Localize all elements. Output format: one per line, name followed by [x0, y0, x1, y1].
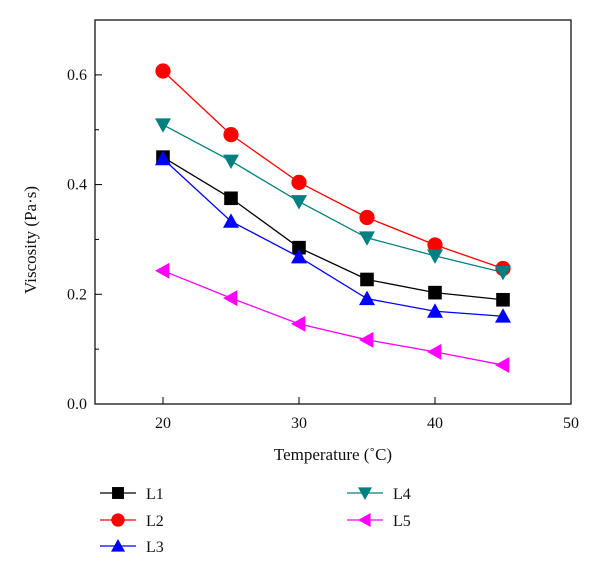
- legend-label: L2: [146, 513, 164, 530]
- series-line-L2: [162, 70, 504, 270]
- legend-item-L1: L1: [100, 486, 164, 503]
- series-L4: [155, 118, 511, 281]
- series-line-L1: [162, 156, 504, 301]
- data-point-L5: [155, 262, 170, 279]
- data-point-L4: [359, 231, 375, 246]
- series-L2: [155, 63, 511, 277]
- legend-label: L1: [146, 486, 164, 503]
- data-point-L1: [224, 191, 238, 206]
- x-tick-label: 30: [291, 415, 307, 432]
- data-point-L1: [496, 292, 510, 307]
- y-tick-label: 0.0: [67, 396, 87, 413]
- series-line-L4: [162, 124, 504, 273]
- data-point-L5: [291, 315, 306, 332]
- series-line-L3: [162, 158, 504, 317]
- data-point-L4: [495, 265, 511, 281]
- data-point-L3: [427, 303, 443, 318]
- legend-item-L4: L4: [347, 486, 411, 503]
- y-tick-label: 0.6: [67, 67, 87, 84]
- data-point-L1: [428, 285, 442, 300]
- data-point-L5: [427, 343, 442, 360]
- data-point-L3: [359, 290, 375, 306]
- data-point-L2: [291, 174, 307, 190]
- axes: 20 30 40 50 0.0 0.2 0.4 0.6: [67, 19, 579, 432]
- series-L3: [155, 150, 511, 323]
- y-tick-label: 0.4: [67, 177, 87, 194]
- data-point-L2: [359, 209, 375, 226]
- x-tick-label: 20: [155, 415, 171, 432]
- y-axis-label: Viscosity (Pa·s): [21, 186, 40, 294]
- legend-marker: [112, 487, 124, 499]
- data-point-L4: [223, 154, 239, 169]
- x-tick-label: 40: [427, 415, 443, 432]
- data-point-L1: [360, 272, 374, 287]
- data-point-L4: [155, 118, 171, 133]
- data-point-L2: [223, 127, 239, 143]
- legend-item-L3: L3: [100, 539, 164, 556]
- x-axis-label: Temperature (˚C): [274, 445, 392, 464]
- legend: L1 L2 L3 L4 L5: [100, 486, 411, 556]
- series-L1: [156, 150, 510, 307]
- data-point-L2: [427, 237, 443, 253]
- legend-marker: [111, 513, 125, 527]
- data-point-L5: [359, 331, 374, 348]
- legend-marker: [111, 539, 125, 552]
- data-point-L3: [223, 213, 239, 228]
- data-point-L4: [427, 249, 443, 264]
- series-line-L5: [162, 270, 504, 366]
- legend-marker: [358, 513, 371, 527]
- data-point-L1: [292, 240, 306, 255]
- data-point-L5: [495, 357, 510, 374]
- legend-label: L4: [393, 486, 411, 503]
- data-point-L2: [155, 63, 171, 79]
- data-point-L3: [155, 150, 171, 166]
- legend-item-L5: L5: [347, 513, 411, 530]
- legend-item-L2: L2: [100, 513, 164, 530]
- legend-label: L5: [393, 513, 411, 530]
- y-tick-label: 0.2: [67, 286, 87, 303]
- x-tick-label: 50: [563, 415, 579, 432]
- legend-label: L3: [146, 539, 164, 556]
- plot-frame: [94, 19, 572, 405]
- series-layer: [155, 63, 511, 374]
- data-point-L5: [223, 290, 238, 307]
- data-point-L4: [291, 195, 307, 210]
- series-L5: [155, 262, 510, 374]
- legend-marker: [358, 487, 372, 500]
- data-point-L3: [495, 308, 511, 323]
- data-point-L3: [291, 248, 307, 264]
